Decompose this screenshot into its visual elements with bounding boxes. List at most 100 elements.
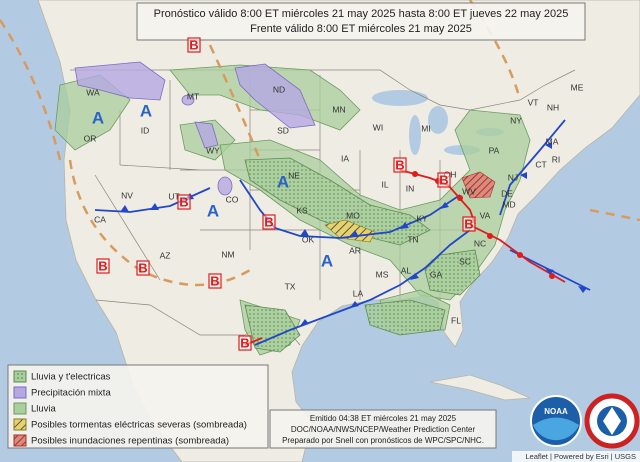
state-label: VT: [528, 97, 539, 107]
low-pressure-box: [238, 335, 252, 351]
mixed-precipitation-areas: [74, 61, 316, 196]
state-label: NH: [547, 102, 559, 112]
low-pressure-box: [462, 216, 476, 232]
state-label: WY: [206, 145, 220, 155]
low-pressure-box: [208, 273, 222, 289]
low-pressure-box: [262, 214, 276, 230]
footer-box: [269, 409, 497, 449]
low-pressure-label: B: [395, 157, 404, 172]
state-label: KY: [416, 213, 428, 223]
state-label: VA: [480, 210, 491, 220]
state-label: ND: [273, 84, 285, 94]
low-pressure-box: [187, 37, 201, 53]
high-pressure-label: A: [321, 251, 333, 270]
low-pressure-box: [437, 172, 451, 188]
state-label: LA: [353, 288, 364, 298]
low-pressure-box: [177, 194, 191, 210]
front-symbols: [120, 142, 587, 326]
low-pressure-label: B: [179, 194, 188, 209]
state-label: OK: [302, 234, 315, 244]
state-label: WV: [462, 186, 476, 196]
high-pressure-label: A: [92, 108, 104, 127]
state-label: SC: [459, 256, 471, 266]
state-label: MI: [421, 123, 430, 133]
attribution-box: [512, 451, 640, 462]
state-label: NY: [510, 115, 522, 125]
state-label: CO: [226, 194, 239, 204]
header-line: Pronóstico válido 8:00 ET miércoles 21 m…: [154, 8, 569, 20]
legend-swatch: [13, 418, 27, 431]
cuba: [429, 374, 531, 401]
labels: WAORIDMTWYNDSDMNWIMINVUTCONEIAILINOHPANY…: [84, 37, 584, 351]
footer-line: Preparado por Snell con pronósticos de W…: [282, 436, 484, 445]
state-label: CT: [535, 159, 546, 169]
legend-label: Lluvia: [31, 404, 57, 415]
legend-label: Precipitación mixta: [31, 388, 111, 399]
state-label: RI: [552, 154, 561, 164]
state-label: AL: [401, 265, 412, 275]
low-pressure-box: [393, 157, 407, 173]
state-label: TX: [285, 281, 296, 291]
nws-logo: [584, 393, 640, 449]
state-label: GA: [430, 269, 443, 279]
flash-flood-area: [461, 171, 496, 199]
noaa-logo: NOAA: [530, 395, 582, 447]
header-box: [136, 2, 586, 41]
legend-swatch: [13, 386, 27, 399]
state-label: AR: [349, 245, 361, 255]
state-label: MA: [546, 136, 559, 146]
high-pressure-label: A: [277, 172, 289, 191]
low-pressure-box: [136, 260, 150, 276]
legend-label: Posibles tormentas eléctricas severas (s…: [31, 420, 247, 431]
state-label: MO: [346, 210, 360, 220]
low-pressure-label: B: [189, 37, 198, 52]
state-label: ID: [141, 125, 150, 135]
legend-box: [7, 364, 269, 449]
state-label: NV: [121, 190, 133, 200]
legend-swatch: [13, 402, 27, 415]
state-label: NJ: [508, 172, 518, 182]
state-label: MS: [376, 269, 389, 279]
state-label: OR: [84, 133, 97, 143]
header-line: Frente válido 8:00 ET miércoles 21 may 2…: [250, 23, 472, 35]
state-label: AZ: [160, 250, 171, 260]
low-pressure-label: B: [264, 214, 273, 229]
state-label: IL: [381, 179, 388, 189]
state-label: MN: [332, 104, 345, 114]
footer-line: Emitido 04:38 ET miércoles 21 may 2025: [310, 414, 457, 423]
state-label: WI: [373, 122, 383, 132]
state-label: FL: [451, 315, 461, 325]
high-pressure-label: A: [207, 201, 219, 220]
legend-swatch: [13, 370, 27, 383]
low-pressure-label: B: [98, 258, 107, 273]
legend-label: Posibles inundaciones repentinas (sombre…: [31, 436, 229, 447]
legend-label: Lluvia y t'electricas: [31, 372, 111, 383]
state-label: KS: [296, 205, 308, 215]
state-label: IN: [406, 183, 415, 193]
state-label: PA: [489, 145, 500, 155]
low-pressure-label: B: [138, 260, 147, 275]
state-label: NC: [474, 238, 486, 248]
low-pressure-label: B: [439, 172, 448, 187]
state-label: MT: [187, 91, 199, 101]
low-pressure-box: [96, 258, 110, 274]
footer-line: DOC/NOAA/NWS/NCEP/Weather Prediction Cen…: [291, 425, 476, 434]
state-label: UT: [168, 191, 179, 201]
high-pressure-label: A: [140, 101, 152, 120]
state-label: DE: [501, 188, 513, 198]
legend-swatch: [13, 434, 27, 447]
severe-storm-area: [324, 219, 376, 243]
state-label: ME: [571, 82, 584, 92]
low-pressure-label: B: [210, 273, 219, 288]
state-label: TN: [407, 234, 418, 244]
state-label: MD: [502, 199, 515, 209]
state-label: SD: [277, 125, 289, 135]
state-label: CA: [94, 214, 106, 224]
state-label: NE: [288, 170, 300, 180]
state-label: WA: [86, 87, 100, 97]
low-pressure-label: B: [464, 216, 473, 231]
attribution[interactable]: Leaflet | Powered by Esri | USGS: [525, 452, 636, 461]
noaa-text: NOAA: [544, 407, 568, 416]
state-label: NM: [221, 249, 234, 259]
low-pressure-label: B: [240, 335, 249, 350]
